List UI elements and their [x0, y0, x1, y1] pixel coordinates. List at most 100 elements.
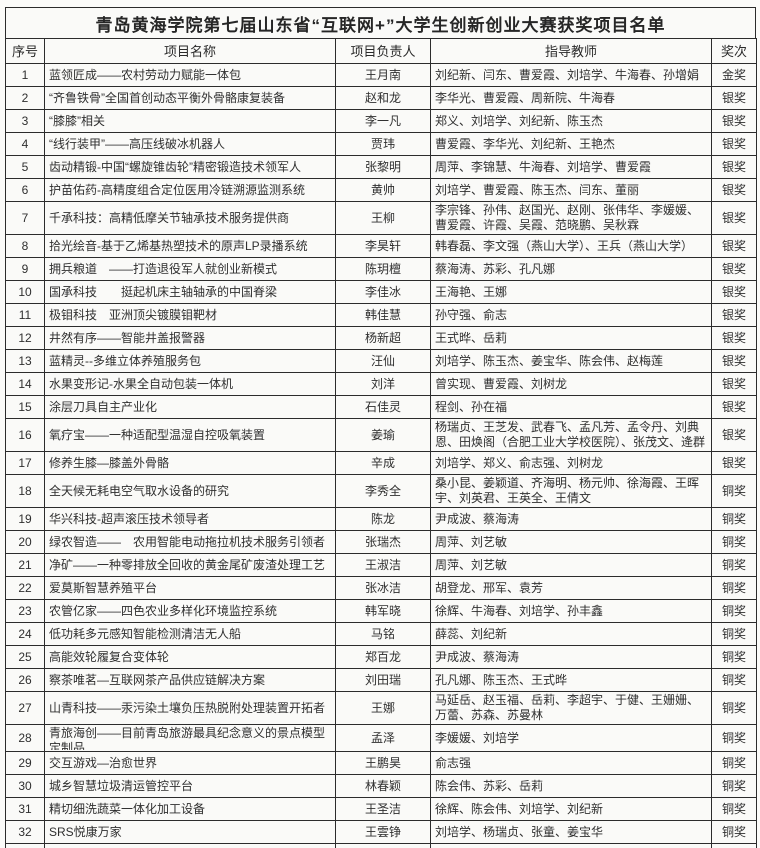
cell-no: 7: [6, 202, 45, 235]
cell-leader: 石佳灵: [336, 396, 431, 419]
cell-advisors: 孔凡娜、陈玉杰、王式晔: [431, 669, 712, 692]
cell-advisors: 刘培学、曹爱霞、陈玉杰、闫东、董丽: [431, 179, 712, 202]
cell-advisors: 李媛媛、刘培学: [431, 725, 712, 752]
cell-project: 华兴科技-超声滚压技术领导者: [45, 508, 336, 531]
cell-advisors: 王式晔、岳莉: [431, 327, 712, 350]
cell-award: 铜奖: [712, 692, 757, 725]
cell-project: 城乡智慧垃圾清运管控平台: [45, 775, 336, 798]
cell-project: 拥兵粮道 ——打造退役军人就创业新模式: [45, 258, 336, 281]
cell-award: 金奖: [712, 64, 757, 87]
cell-leader: 汪仙: [336, 350, 431, 373]
cell-award: 铜奖: [712, 577, 757, 600]
cell-advisors: 曹爱霞、李华光、刘纪新、王艳杰: [431, 133, 712, 156]
cell-leader: 李秀全: [336, 475, 431, 508]
table-row: 4“线行装甲”——高压线破冰机器人贾玮曹爱霞、李华光、刘纪新、王艳杰银奖: [6, 133, 757, 156]
cell-project: 千承科技：高精低摩关节轴承技术服务提供商: [45, 202, 336, 235]
cell-award: 银奖: [712, 452, 757, 475]
cell-leader: 姜瑜: [336, 419, 431, 452]
cell-advisors: 刘纪新、闫东、曹爱霞、刘培学、牛海春、孙增娟: [431, 64, 712, 87]
cell-advisors: 孙守强、俞志: [431, 304, 712, 327]
cell-project: 蓝领匠成——农村劳动力赋能一体包: [45, 64, 336, 87]
cell-award: 银奖: [712, 87, 757, 110]
cell-no: 25: [6, 646, 45, 669]
cell-no: 1: [6, 64, 45, 87]
cell-no: 16: [6, 419, 45, 452]
cell-project: 绿农智造—— 农用智能电动拖拉机技术服务引领者: [45, 531, 336, 554]
cell-project: 国承科技 挺起机床主轴轴承的中国脊梁: [45, 281, 336, 304]
cell-no: 26: [6, 669, 45, 692]
cell-leader: 王鹏昊: [336, 752, 431, 775]
cell-award: 铜奖: [712, 554, 757, 577]
cell-no: 14: [6, 373, 45, 396]
cell-leader: 辛成: [336, 452, 431, 475]
cell-project: 察茶唯茗—互联网茶产品供应链解决方案: [45, 669, 336, 692]
cell-advisors: 刘培学、陈玉杰、姜宝华、陈会伟、赵梅莲: [431, 350, 712, 373]
cell-project: 青旅海创——目前青岛旅游最具纪念意义的景点模型定制品: [45, 725, 336, 752]
column-header: 奖次: [712, 39, 757, 64]
cell-no: 18: [6, 475, 45, 508]
cell-advisors: 周萍、刘艺敏: [431, 531, 712, 554]
cell-no: 22: [6, 577, 45, 600]
cell-no: 3: [6, 110, 45, 133]
cell-no: 27: [6, 692, 45, 725]
cell-leader: 黄帅: [336, 179, 431, 202]
award-document: 青岛黄海学院第七届山东省“互联网+”大学生创新创业大赛获奖项目名单 序号项目名称…: [5, 7, 756, 848]
cell-advisors: 杨瑞贞、王芝发、武春飞、孟凡芳、孟令丹、刘典恩、田焕阁（合肥工业大学校医院）、张…: [431, 419, 712, 452]
cell-award: 铜奖: [712, 821, 757, 844]
cell-no: 15: [6, 396, 45, 419]
cell-award: 铜奖: [712, 600, 757, 623]
cell-leader: 张黎明: [336, 156, 431, 179]
clipped-cell: [712, 844, 757, 848]
clipped-cell: [336, 844, 431, 848]
cell-leader: 杨新超: [336, 327, 431, 350]
cell-award: 铜奖: [712, 508, 757, 531]
cell-project: 极钼科技 亚洲顶尖镀膜钼靶材: [45, 304, 336, 327]
cell-project: 净矿——一种零排放全回收的黄金尾矿废渣处理工艺: [45, 554, 336, 577]
cell-project: 氧疗宝——一种适配型温湿自控吸氧装置: [45, 419, 336, 452]
column-header: 序号: [6, 39, 45, 64]
cell-advisors: 刘培学、杨瑞贞、张童、姜宝华: [431, 821, 712, 844]
cell-award: 铜奖: [712, 669, 757, 692]
cell-leader: 王淑洁: [336, 554, 431, 577]
cell-project: “线行装甲”——高压线破冰机器人: [45, 133, 336, 156]
cell-leader: 贾玮: [336, 133, 431, 156]
cell-no: 20: [6, 531, 45, 554]
column-header: 项目名称: [45, 39, 336, 64]
cell-leader: 陈玥檀: [336, 258, 431, 281]
cell-advisors: 尹成波、蔡海涛: [431, 646, 712, 669]
cell-project: “齐鲁铁骨”全国首创动态平衡外骨骼康复装备: [45, 87, 336, 110]
cell-advisors: 陈会伟、苏彩、岳莉: [431, 775, 712, 798]
header-row: 序号项目名称项目负责人指导教师奖次: [6, 39, 757, 64]
cell-no: 29: [6, 752, 45, 775]
cell-advisors: 桑小昆、姜颖道、齐海明、杨元帅、徐海霞、王晖宇、刘英君、王英全、王倩文: [431, 475, 712, 508]
cell-leader: 韩佳慧: [336, 304, 431, 327]
cell-leader: 王圣洁: [336, 798, 431, 821]
clipped-cell: [6, 844, 45, 848]
cell-advisors: 徐辉、牛海春、刘培学、孙丰鑫: [431, 600, 712, 623]
cell-project: 涂层刀具自主产业化: [45, 396, 336, 419]
cell-award: 银奖: [712, 350, 757, 373]
cell-advisors: 周萍、李锦慧、牛海春、刘培学、曹爱霞: [431, 156, 712, 179]
cell-leader: 王娜: [336, 692, 431, 725]
cell-project: 护苗佑药-高精度组合定位医用冷链溯源监测系统: [45, 179, 336, 202]
cell-leader: 张冰洁: [336, 577, 431, 600]
cell-leader: 刘田瑞: [336, 669, 431, 692]
cell-project: 高能效轮履复合变体轮: [45, 646, 336, 669]
cell-no: 19: [6, 508, 45, 531]
cell-no: 12: [6, 327, 45, 350]
